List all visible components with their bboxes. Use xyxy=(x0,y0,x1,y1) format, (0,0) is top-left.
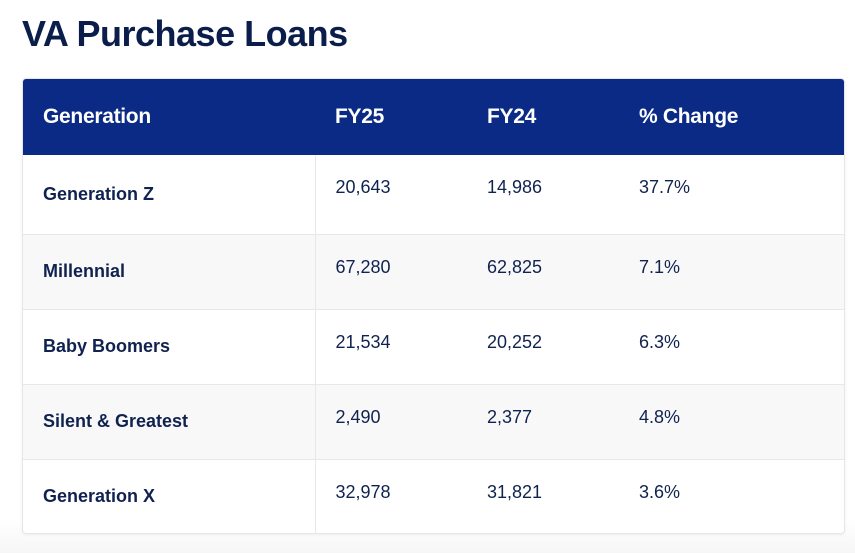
cell-fy25: 21,534 xyxy=(335,331,391,352)
header-fy24: FY24 xyxy=(487,105,536,128)
cell-generation: Millennial xyxy=(23,234,316,309)
cell-fy25: 32,978 xyxy=(335,481,391,502)
cell-fy24: 62,825 xyxy=(487,256,543,277)
table-row: Generation X 32,978 31,821 3.6% xyxy=(23,459,844,533)
table-row: Millennial 67,280 62,825 7.1% xyxy=(23,234,844,309)
cell-fy25: 67,280 xyxy=(335,256,391,277)
cell-change: 37.7% xyxy=(639,177,691,197)
cell-fy24: 20,252 xyxy=(487,331,543,352)
cell-generation: Generation Z xyxy=(23,155,316,234)
cell-change: 6.3% xyxy=(639,331,681,352)
table-header-row: Generation FY25 FY24 % Change xyxy=(23,79,844,155)
cell-change: 4.8% xyxy=(639,406,681,427)
cell-generation: Generation X xyxy=(23,459,316,533)
table-row: Generation Z 20,643 14,986 37.7% xyxy=(23,155,844,234)
header-generation: Generation xyxy=(43,105,151,128)
cell-fy25: 20,643 xyxy=(335,177,391,197)
header-percent-change: % Change xyxy=(639,105,739,128)
table-row: Silent & Greatest 2,490 2,377 4.8% xyxy=(23,384,844,459)
cell-generation: Baby Boomers xyxy=(23,309,316,384)
cell-change: 3.6% xyxy=(639,481,681,502)
header-fy25: FY25 xyxy=(335,105,384,128)
cell-fy24: 31,821 xyxy=(487,481,543,502)
cell-fy24: 2,377 xyxy=(487,406,533,427)
page-title: VA Purchase Loans xyxy=(22,13,348,54)
cell-fy24: 14,986 xyxy=(487,177,543,197)
table-row: Baby Boomers 21,534 20,252 6.3% xyxy=(23,309,844,384)
cell-generation: Silent & Greatest xyxy=(23,384,316,459)
loans-table: Generation FY25 FY24 % Change Generation… xyxy=(22,78,845,534)
cell-fy25: 2,490 xyxy=(335,406,381,427)
cell-change: 7.1% xyxy=(639,256,681,277)
